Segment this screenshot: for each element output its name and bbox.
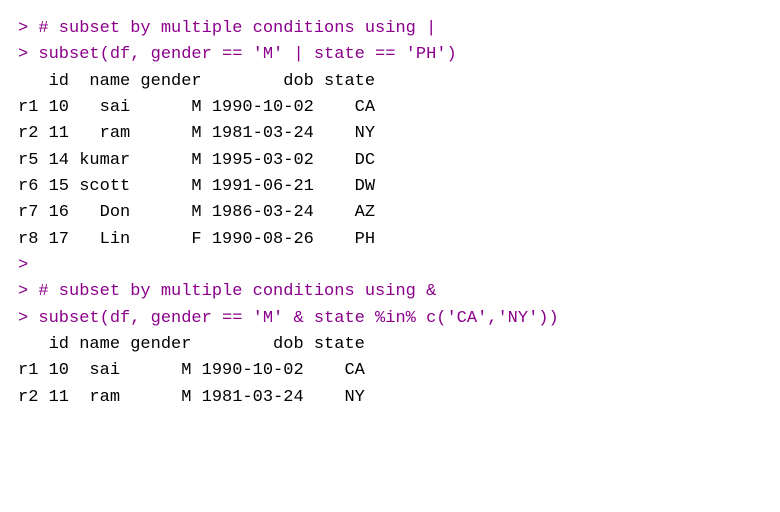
r-console-output: > # subset by multiple conditions using … <box>18 16 762 411</box>
table-row: r8 17 Lin F 1990-08-26 PH <box>18 227 762 253</box>
command-line: > subset(df, gender == 'M' & state %in% … <box>18 306 762 332</box>
table-header: id name gender dob state <box>18 69 762 95</box>
table-row: r1 10 sai M 1990-10-02 CA <box>18 358 762 384</box>
table-row: r5 14 kumar M 1995-03-02 DC <box>18 148 762 174</box>
table-row: r1 10 sai M 1990-10-02 CA <box>18 95 762 121</box>
table-row: r6 15 scott M 1991-06-21 DW <box>18 174 762 200</box>
comment-line: > # subset by multiple conditions using … <box>18 16 762 42</box>
empty-prompt: > <box>18 253 762 279</box>
table-header: id name gender dob state <box>18 332 762 358</box>
table-row: r7 16 Don M 1986-03-24 AZ <box>18 200 762 226</box>
table-row: r2 11 ram M 1981-03-24 NY <box>18 121 762 147</box>
comment-line: > # subset by multiple conditions using … <box>18 279 762 305</box>
table-row: r2 11 ram M 1981-03-24 NY <box>18 385 762 411</box>
command-line: > subset(df, gender == 'M' | state == 'P… <box>18 42 762 68</box>
